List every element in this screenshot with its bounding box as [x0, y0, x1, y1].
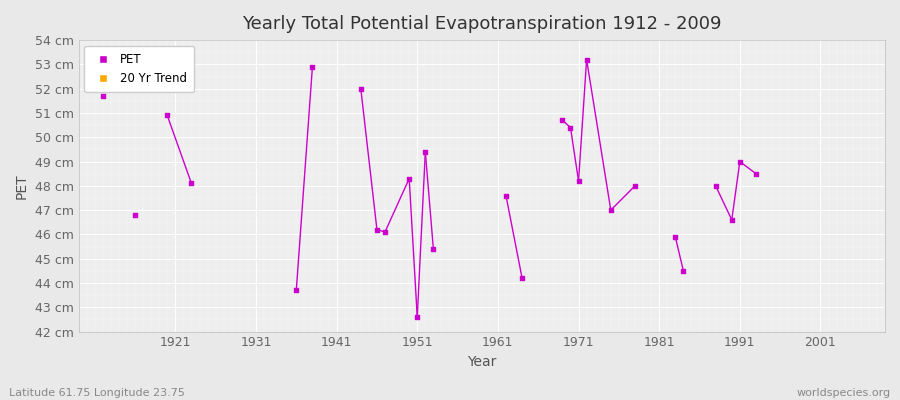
Point	[289, 287, 303, 294]
Point	[668, 234, 682, 240]
Point	[749, 170, 763, 177]
Point	[724, 217, 739, 223]
Legend: PET, 20 Yr Trend: PET, 20 Yr Trend	[85, 46, 194, 92]
Point	[402, 175, 417, 182]
X-axis label: Year: Year	[467, 355, 497, 369]
Title: Yearly Total Potential Evapotranspiration 1912 - 2009: Yearly Total Potential Evapotranspiratio…	[242, 15, 722, 33]
Y-axis label: PET: PET	[15, 173, 29, 199]
Text: Latitude 61.75 Longitude 23.75: Latitude 61.75 Longitude 23.75	[9, 388, 184, 398]
Point	[305, 64, 320, 70]
Point	[160, 112, 175, 119]
Point	[95, 93, 110, 99]
Point	[418, 149, 433, 155]
Point	[555, 117, 570, 124]
Point	[427, 246, 441, 252]
Point	[378, 229, 392, 235]
Point	[184, 180, 199, 187]
Point	[370, 226, 384, 233]
Point	[580, 56, 594, 63]
Text: worldspecies.org: worldspecies.org	[796, 388, 891, 398]
Point	[410, 314, 425, 320]
Point	[499, 192, 513, 199]
Point	[128, 212, 142, 218]
Point	[572, 178, 586, 184]
Point	[354, 86, 368, 92]
Point	[604, 207, 618, 213]
Point	[515, 275, 529, 281]
Point	[563, 124, 578, 131]
Point	[628, 183, 643, 189]
Point	[733, 158, 747, 165]
Point	[676, 268, 690, 274]
Point	[708, 183, 723, 189]
